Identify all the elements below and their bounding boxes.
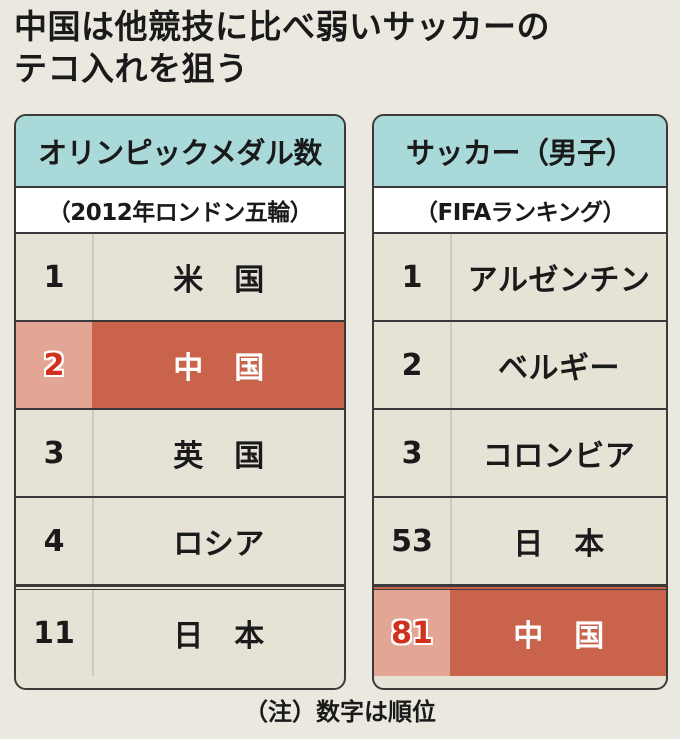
rank-cell: 1	[401, 259, 423, 295]
country-cell: 中 国	[513, 619, 605, 654]
olympic-table-subheader: （2012年ロンドン五輪）	[16, 188, 344, 234]
fifa-row-argentina: 1 アルゼンチン	[374, 234, 666, 322]
olympic-row-usa: 1 米 国	[16, 234, 344, 322]
fifa-row-colombia: 3 コロンビア	[374, 410, 666, 498]
fifa-table-subheader: （FIFAランキング）	[374, 188, 666, 234]
headline-line-2: テコ入れを狙う	[14, 49, 249, 88]
olympic-row-china-highlighted: 2 中 国	[16, 322, 344, 410]
olympic-row-uk: 3 英 国	[16, 410, 344, 498]
country-cell: ベルギー	[498, 351, 620, 386]
olympic-table-header: オリンピックメダル数	[16, 116, 344, 188]
rank-cell: 2	[16, 322, 92, 408]
olympic-medal-table: オリンピックメダル数 （2012年ロンドン五輪） 1 米 国 2 中 国 3 英…	[14, 114, 346, 690]
fifa-ranking-table: サッカー（男子） （FIFAランキング） 1 アルゼンチン 2 ベルギー 3 コ…	[372, 114, 668, 690]
headline-line-1: 中国は他競技に比べ弱いサッカーの	[14, 7, 550, 46]
olympic-row-japan: 11 日 本	[16, 586, 344, 676]
fifa-row-japan: 53 日 本	[374, 498, 666, 586]
olympic-row-russia: 4 ロシア	[16, 498, 344, 586]
country-cell: 中 国	[173, 351, 265, 386]
country-cell: アルゼンチン	[467, 263, 651, 298]
fifa-row-china-highlighted: 81 中 国	[374, 586, 666, 676]
footnote: （注）数字は順位	[244, 698, 436, 726]
country-cell: 米 国	[173, 263, 265, 298]
country-cell: 英 国	[173, 439, 265, 474]
rank-cell: 81	[374, 590, 450, 676]
rank-cell: 11	[33, 615, 75, 651]
country-cell: コロンビア	[482, 439, 636, 474]
rank-cell: 3	[401, 435, 423, 471]
headline: 中国は他競技に比べ弱いサッカーの テコ入れを狙う	[14, 6, 674, 90]
rank-cell: 2	[401, 347, 423, 383]
country-cell: 日 本	[173, 619, 265, 654]
rank-cell: 53	[391, 523, 433, 559]
country-cell: 日 本	[513, 527, 605, 562]
fifa-row-belgium: 2 ベルギー	[374, 322, 666, 410]
rank-cell: 3	[43, 435, 65, 471]
rank-cell: 4	[43, 523, 65, 559]
fifa-table-header: サッカー（男子）	[374, 116, 666, 188]
country-cell: ロシア	[173, 527, 265, 562]
rank-cell: 1	[43, 259, 65, 295]
